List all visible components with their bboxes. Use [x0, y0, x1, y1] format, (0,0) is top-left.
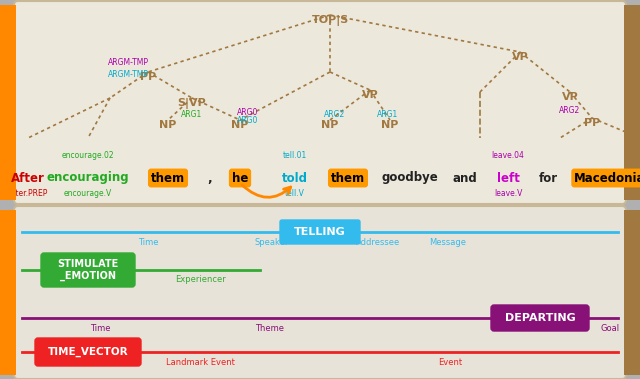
Text: tell.V: tell.V [285, 188, 305, 197]
Text: encouraging: encouraging [47, 172, 129, 185]
Text: Time: Time [90, 324, 110, 333]
Text: Event: Event [438, 358, 462, 367]
Text: tell.01: tell.01 [283, 150, 307, 160]
Text: PP: PP [584, 118, 600, 128]
Text: VP: VP [362, 90, 378, 100]
Text: Landmark Event: Landmark Event [166, 358, 234, 367]
Text: Addressee: Addressee [356, 238, 400, 247]
Text: VP: VP [511, 52, 529, 62]
Text: Theme: Theme [255, 324, 285, 333]
Text: ARG0: ARG0 [237, 108, 259, 117]
FancyBboxPatch shape [14, 206, 626, 379]
FancyBboxPatch shape [35, 338, 141, 366]
Text: and: and [452, 172, 477, 185]
FancyBboxPatch shape [41, 253, 135, 287]
Text: Message: Message [429, 238, 467, 247]
Text: goodbye: goodbye [381, 172, 438, 185]
FancyBboxPatch shape [14, 1, 626, 204]
Text: ARGM-TMP: ARGM-TMP [108, 58, 148, 67]
Text: ARG1: ARG1 [181, 110, 203, 119]
Text: After: After [11, 172, 45, 185]
Text: Time: Time [138, 238, 158, 247]
Text: DEPARTING: DEPARTING [504, 313, 575, 323]
Text: told: told [282, 172, 308, 185]
FancyBboxPatch shape [0, 5, 16, 200]
Text: TOP|S: TOP|S [312, 15, 349, 26]
FancyArrowPatch shape [242, 185, 291, 197]
Text: NP: NP [321, 120, 339, 130]
FancyBboxPatch shape [0, 210, 16, 375]
Text: Macedonia: Macedonia [574, 172, 640, 185]
Text: encourage.V: encourage.V [64, 188, 112, 197]
Text: ARGM-TMP: ARGM-TMP [108, 70, 148, 79]
FancyBboxPatch shape [624, 5, 640, 200]
Text: PP: PP [140, 72, 156, 82]
Text: he: he [232, 172, 248, 185]
FancyBboxPatch shape [491, 305, 589, 331]
Text: VP: VP [562, 92, 579, 102]
FancyBboxPatch shape [624, 210, 640, 375]
Text: Goal: Goal [600, 324, 620, 333]
Text: them: them [331, 172, 365, 185]
Text: leave.04: leave.04 [492, 150, 524, 160]
Text: ARG0: ARG0 [237, 116, 259, 125]
Text: TELLING: TELLING [294, 227, 346, 237]
Text: Speaker: Speaker [255, 238, 289, 247]
Text: ARG2: ARG2 [559, 106, 580, 115]
Text: NP: NP [631, 138, 640, 148]
Text: ,: , [208, 172, 212, 185]
Text: S|VP: S|VP [178, 98, 206, 109]
FancyBboxPatch shape [280, 220, 360, 244]
Text: NP: NP [231, 120, 249, 130]
Text: after.PREP: after.PREP [8, 188, 48, 197]
Text: TIME_VECTOR: TIME_VECTOR [48, 347, 128, 357]
Text: STIMULATE
_EMOTION: STIMULATE _EMOTION [58, 259, 118, 281]
Text: them: them [151, 172, 185, 185]
Text: Experiencer: Experiencer [175, 275, 225, 284]
Text: ARG2: ARG2 [324, 110, 346, 119]
Text: ARG1: ARG1 [378, 110, 399, 119]
Text: encourage.02: encourage.02 [61, 150, 115, 160]
Text: leave.V: leave.V [494, 188, 522, 197]
Text: for: for [538, 172, 557, 185]
Text: left: left [497, 172, 520, 185]
Text: NP: NP [381, 120, 399, 130]
Text: NP: NP [159, 120, 177, 130]
